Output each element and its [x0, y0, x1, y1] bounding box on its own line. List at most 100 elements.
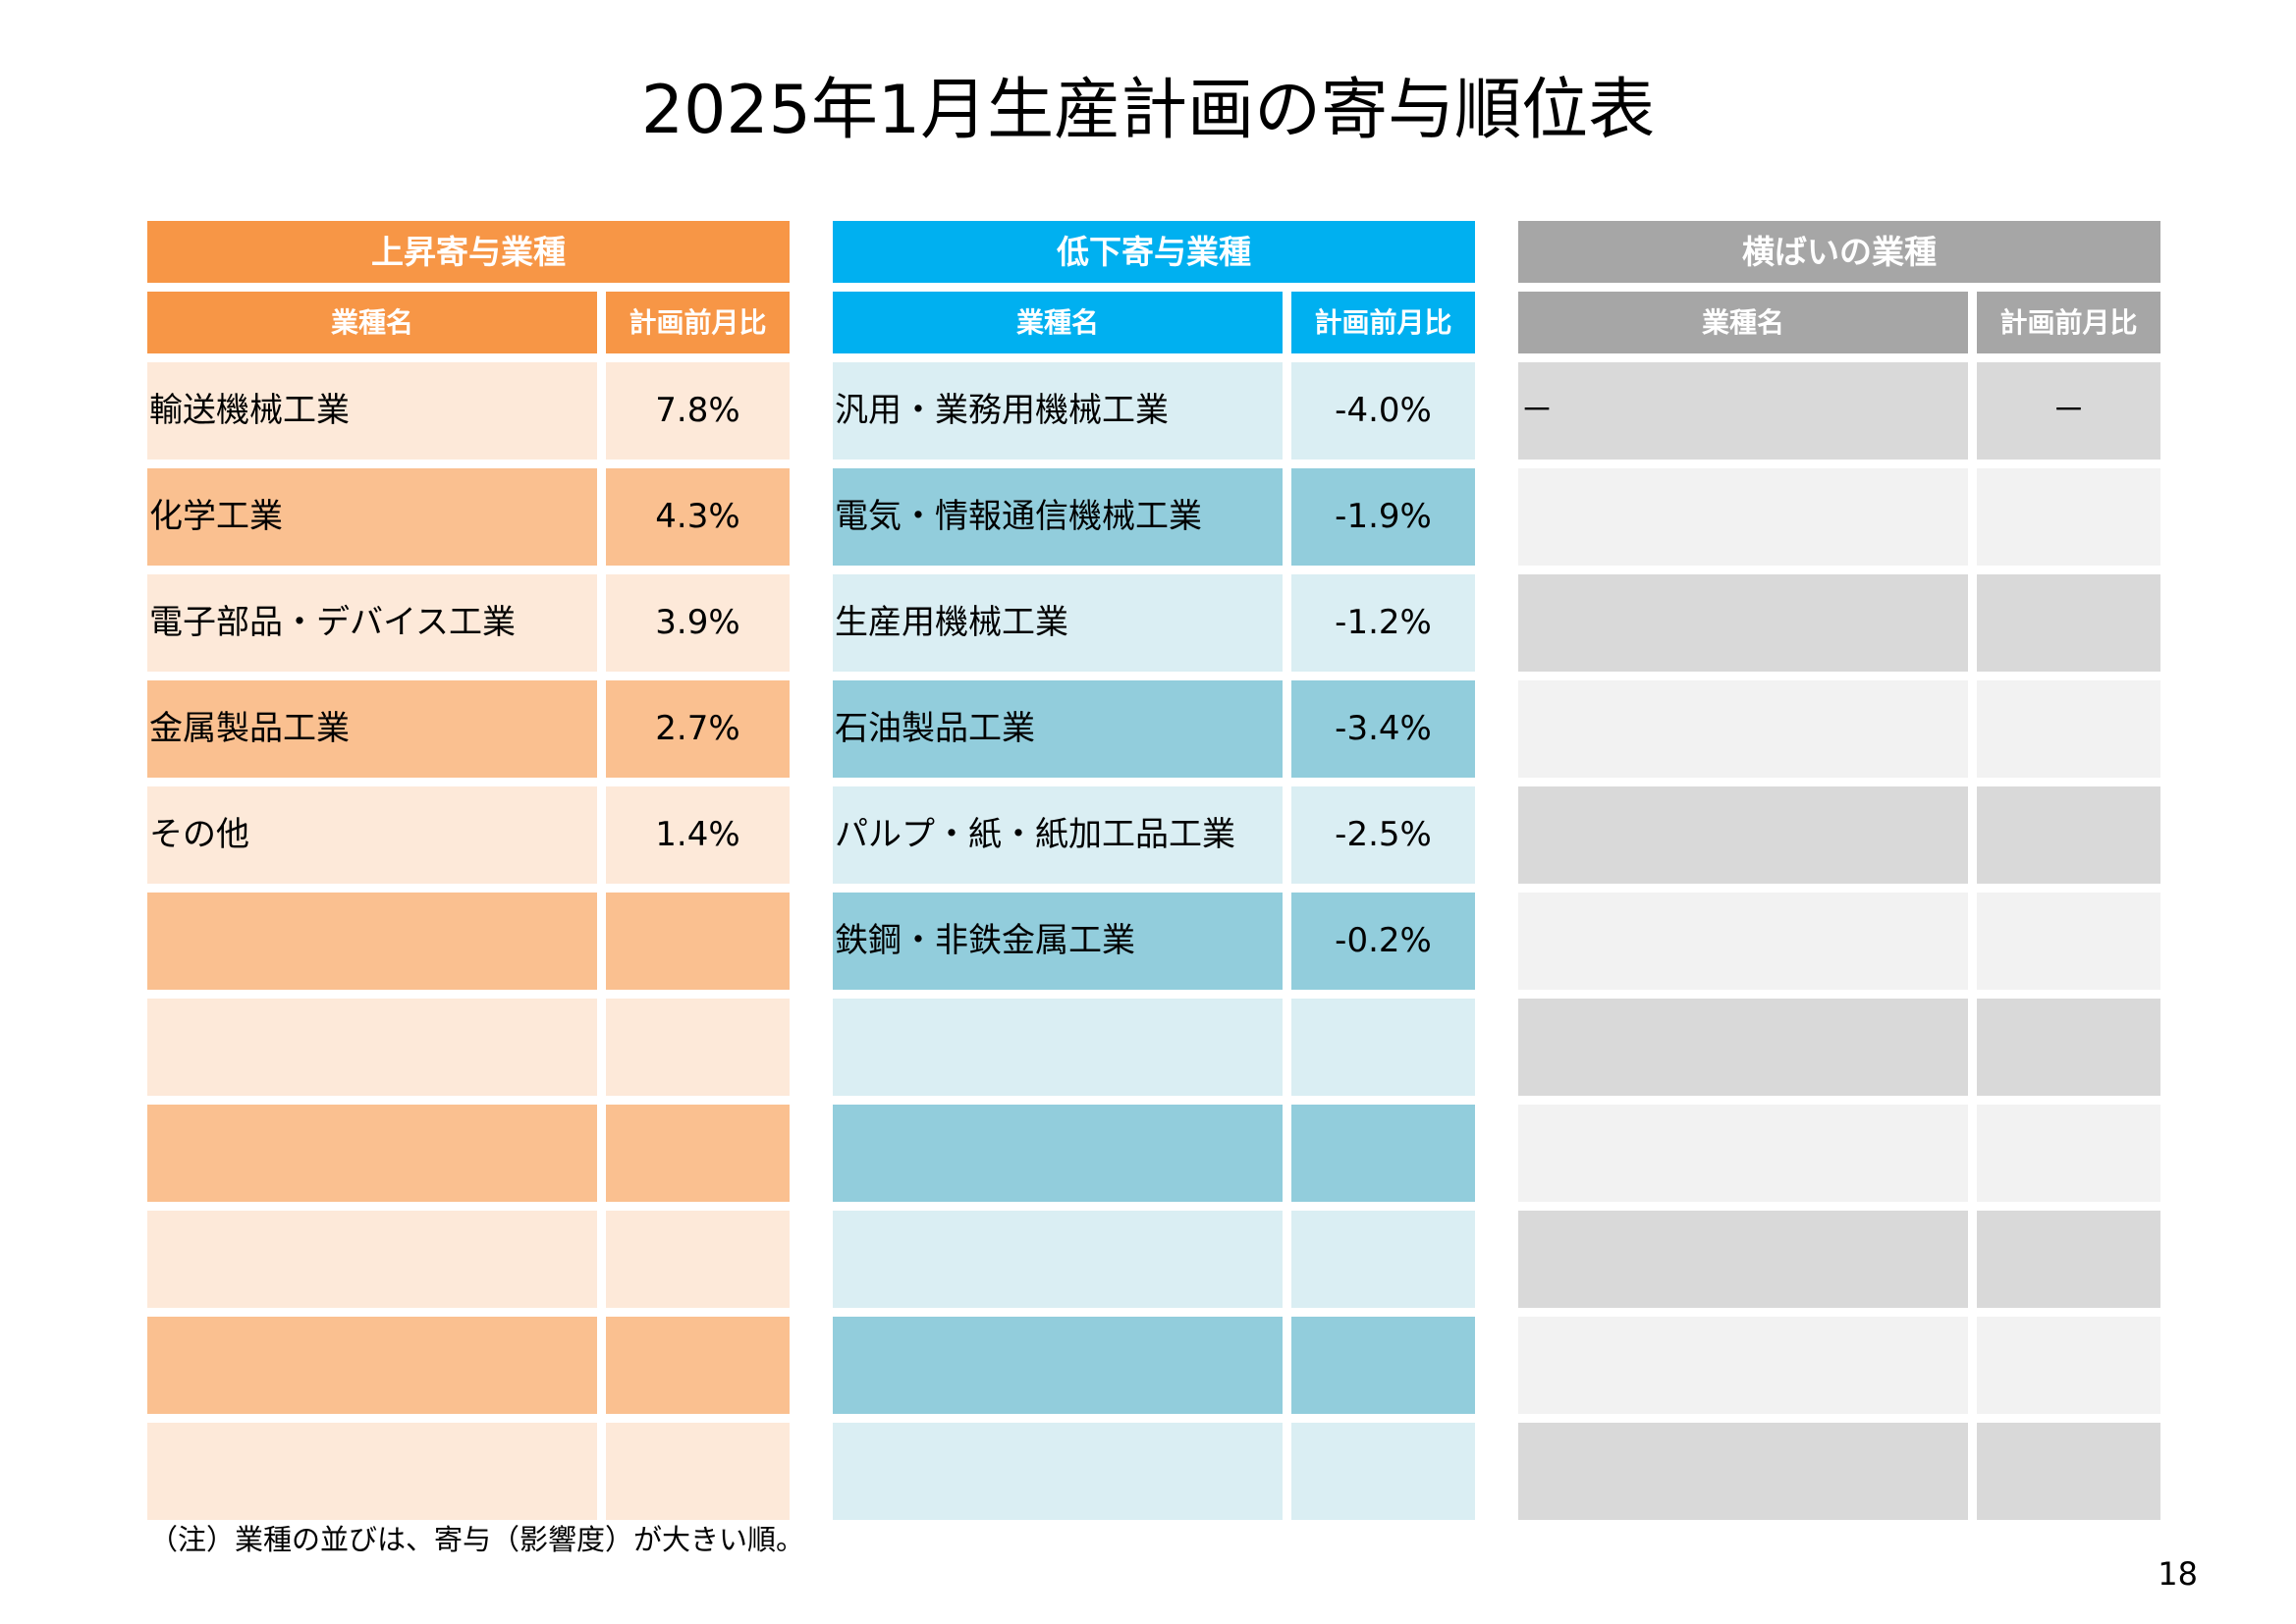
month-ratio-cell: 2.7% — [606, 680, 790, 778]
industry-name-cell: 鉄鋼・非鉄金属工業 — [833, 893, 1283, 990]
table-row: 石油製品工業 -3.4% — [833, 680, 1475, 778]
industry-name-cell — [147, 1423, 597, 1520]
industry-name-cell — [1518, 468, 1968, 566]
table-row: その他 1.4% — [147, 786, 790, 884]
month-ratio-cell: 7.8% — [606, 362, 790, 460]
falling-col-value: 計画前月比 — [1291, 292, 1475, 353]
month-ratio-cell — [1291, 1423, 1475, 1520]
month-ratio-cell — [1977, 1423, 2160, 1520]
industry-name-cell: 金属製品工業 — [147, 680, 597, 778]
table-row — [833, 1317, 1475, 1414]
rising-heading: 上昇寄与業種 — [147, 221, 790, 283]
table-row — [1518, 1211, 2160, 1308]
industry-name-cell: 石油製品工業 — [833, 680, 1283, 778]
industry-name-cell — [147, 893, 597, 990]
table-row — [1518, 1105, 2160, 1202]
flat-column-headers: 業種名 計画前月比 — [1518, 292, 2160, 353]
month-ratio-cell: － — [1977, 362, 2160, 460]
industry-name-cell: 化学工業 — [147, 468, 597, 566]
month-ratio-cell: 3.9% — [606, 574, 790, 672]
table-row — [147, 1317, 790, 1414]
table-row: 金属製品工業 2.7% — [147, 680, 790, 778]
industry-name-cell — [833, 1211, 1283, 1308]
industry-name-cell — [833, 999, 1283, 1096]
table-row — [147, 1105, 790, 1202]
month-ratio-cell: -4.0% — [1291, 362, 1475, 460]
industry-name-cell: 生産用機械工業 — [833, 574, 1283, 672]
industry-name-cell — [1518, 1423, 1968, 1520]
industry-name-cell — [1518, 574, 1968, 672]
month-ratio-cell — [1291, 999, 1475, 1096]
falling-heading: 低下寄与業種 — [833, 221, 1475, 283]
table-row — [147, 893, 790, 990]
industry-name-cell — [1518, 680, 1968, 778]
month-ratio-cell — [606, 1423, 790, 1520]
table-row: 鉄鋼・非鉄金属工業 -0.2% — [833, 893, 1475, 990]
falling-rows: 汎用・業務用機械工業 -4.0% 電気・情報通信機械工業 -1.9% 生産用機械工業 -1… — [833, 362, 1475, 1520]
industry-name-cell: 輸送機械工業 — [147, 362, 597, 460]
table-row — [1518, 893, 2160, 990]
industry-name-cell — [833, 1423, 1283, 1520]
month-ratio-cell — [606, 1211, 790, 1308]
month-ratio-cell: -3.4% — [1291, 680, 1475, 778]
table-row — [1518, 786, 2160, 884]
industry-name-cell: 電気・情報通信機械工業 — [833, 468, 1283, 566]
table-row: 電気・情報通信機械工業 -1.9% — [833, 468, 1475, 566]
rising-col-name: 業種名 — [147, 292, 597, 353]
industry-name-cell — [1518, 999, 1968, 1096]
flat-panel: 横ばいの業種 業種名 計画前月比 －－ — [1518, 221, 2160, 1520]
industry-name-cell: 電子部品・デバイス工業 — [147, 574, 597, 672]
industry-name-cell: その他 — [147, 786, 597, 884]
industry-name-cell — [1518, 893, 1968, 990]
rising-column-headers: 業種名 計画前月比 — [147, 292, 790, 353]
table-row — [1518, 680, 2160, 778]
table-row — [147, 1423, 790, 1520]
table-row — [1518, 999, 2160, 1096]
industry-name-cell — [833, 1317, 1283, 1414]
month-ratio-cell — [1977, 999, 2160, 1096]
industry-name-cell — [1518, 786, 1968, 884]
month-ratio-cell: 4.3% — [606, 468, 790, 566]
falling-column-headers: 業種名 計画前月比 — [833, 292, 1475, 353]
month-ratio-cell — [1977, 786, 2160, 884]
industry-name-cell — [1518, 1105, 1968, 1202]
table-row — [1518, 468, 2160, 566]
flat-rows: －－ — [1518, 362, 2160, 1520]
page-title: 2025年1月生産計画の寄与順位表 — [640, 72, 1656, 149]
table-row — [1518, 1423, 2160, 1520]
month-ratio-cell — [1977, 680, 2160, 778]
rising-rows: 輸送機械工業 7.8% 化学工業 4.3% 電子部品・デバイス工業 3.9% 金属製品工業 2… — [147, 362, 790, 1520]
industry-name-cell — [833, 1105, 1283, 1202]
rising-col-value: 計画前月比 — [606, 292, 790, 353]
flat-col-name: 業種名 — [1518, 292, 1968, 353]
falling-col-name: 業種名 — [833, 292, 1283, 353]
page-number: 18 — [2158, 1555, 2198, 1593]
table-row — [1518, 574, 2160, 672]
month-ratio-cell — [606, 1317, 790, 1414]
table-row — [833, 1423, 1475, 1520]
table-row — [1518, 1317, 2160, 1414]
month-ratio-cell — [606, 1105, 790, 1202]
month-ratio-cell — [1977, 574, 2160, 672]
industry-name-cell: パルプ・紙・紙加工品工業 — [833, 786, 1283, 884]
industry-name-cell — [147, 1211, 597, 1308]
table-row — [147, 1211, 790, 1308]
month-ratio-cell — [1291, 1317, 1475, 1414]
month-ratio-cell — [1291, 1211, 1475, 1308]
industry-name-cell — [147, 1105, 597, 1202]
month-ratio-cell: -1.2% — [1291, 574, 1475, 672]
month-ratio-cell — [1977, 1105, 2160, 1202]
month-ratio-cell — [606, 999, 790, 1096]
table-row: 電子部品・デバイス工業 3.9% — [147, 574, 790, 672]
industry-name-cell — [147, 999, 597, 1096]
flat-heading: 横ばいの業種 — [1518, 221, 2160, 283]
table-row — [147, 999, 790, 1096]
footnote: （注）業種の並びは、寄与（影響度）が大きい順。 — [149, 1523, 805, 1556]
industry-name-cell — [1518, 1211, 1968, 1308]
industry-name-cell — [1518, 1317, 1968, 1414]
industry-name-cell: － — [1518, 362, 1968, 460]
month-ratio-cell — [1291, 1105, 1475, 1202]
month-ratio-cell: -1.9% — [1291, 468, 1475, 566]
table-row: パルプ・紙・紙加工品工業 -2.5% — [833, 786, 1475, 884]
table-row: 生産用機械工業 -1.2% — [833, 574, 1475, 672]
